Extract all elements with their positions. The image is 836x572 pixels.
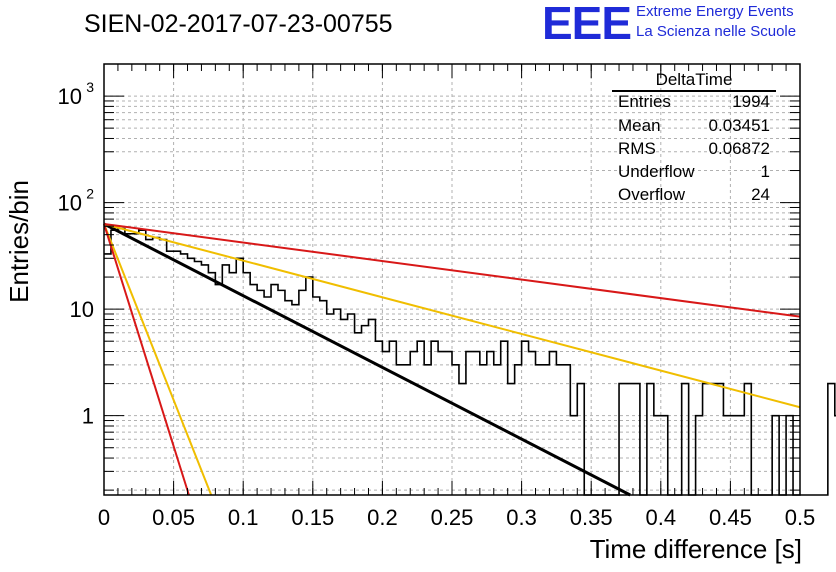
stats-value: 0.06872 — [708, 139, 770, 158]
axes — [103, 63, 801, 496]
y-tick-exponent: 2 — [86, 186, 94, 202]
fit-line — [103, 222, 801, 318]
fit-line — [103, 223, 213, 496]
stats-value: 1994 — [732, 92, 770, 111]
x-tick-label: 0 — [98, 505, 110, 530]
x-tick-label: 0.25 — [431, 505, 474, 530]
y-tick-label: 10 — [58, 191, 82, 216]
run-title: SIEN-02-2017-07-23-00755 — [84, 10, 393, 38]
x-axis-label: Time difference [s] — [589, 534, 802, 564]
y-tick-label: 1 — [82, 404, 94, 429]
stats-label: Entries — [618, 92, 671, 111]
stats-box-title: DeltaTime — [655, 70, 733, 89]
y-tick-exponent: 3 — [86, 79, 94, 95]
x-tick-label: 0.05 — [152, 505, 195, 530]
x-tick-label: 0.5 — [785, 505, 816, 530]
fit-lines — [103, 222, 801, 497]
x-tick-label: 0.35 — [570, 505, 613, 530]
eee-logo: EEE — [542, 0, 632, 49]
stats-label: Overflow — [618, 185, 686, 204]
x-tick-label: 0.1 — [228, 505, 259, 530]
stats-value: 1 — [760, 162, 770, 181]
x-tick-label: 0.45 — [709, 505, 752, 530]
logo-subtitle-2: La Scienza nelle Scuole — [636, 23, 797, 40]
logo-subtitle-1: Extreme Energy Events — [636, 3, 794, 20]
stats-label: Underflow — [618, 162, 695, 181]
stats-value: 0.03451 — [708, 116, 770, 135]
y-axis-label: Entries/bin — [4, 180, 34, 303]
fit-line — [103, 223, 190, 496]
x-tick-label: 0.2 — [367, 505, 398, 530]
stats-label: Mean — [618, 116, 661, 135]
fit-line — [103, 222, 631, 497]
fit-line — [103, 223, 801, 409]
plot-frame — [103, 63, 801, 496]
stats-value: 24 — [751, 185, 770, 204]
tick-labels: 0 0.05 0.1 0.15 0.2 0.25 0.3 0.35 0.4 0.45 0.5 1 10 1… — [58, 79, 816, 530]
x-tick-label: 0.3 — [506, 505, 537, 530]
histogram — [104, 227, 836, 496]
x-tick-label: 0.15 — [291, 505, 334, 530]
histogram-steps — [104, 227, 836, 496]
y-tick-label: 10 — [58, 84, 82, 109]
y-tick-label: 10 — [70, 297, 94, 322]
stats-label: RMS — [618, 139, 656, 158]
x-tick-label: 0.4 — [646, 505, 677, 530]
